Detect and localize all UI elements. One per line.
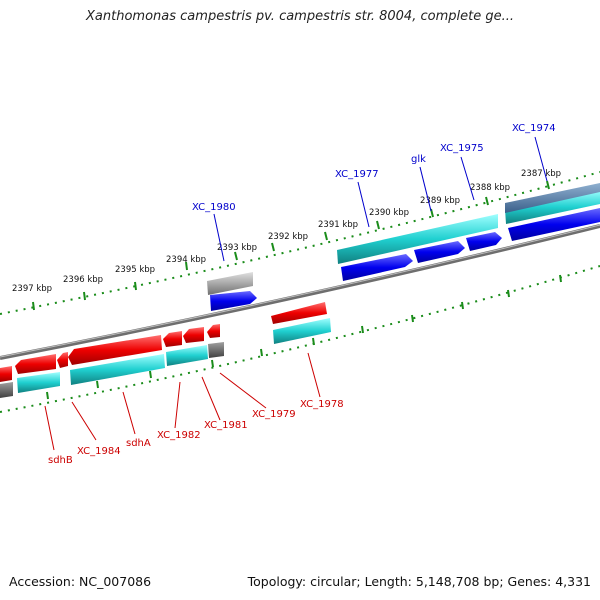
feature-bar-dark-2 — [0, 382, 13, 398]
feature-bar-dark-1 — [208, 342, 224, 358]
gene-label-xc1978: XC_1978 — [300, 399, 344, 410]
tick-label-2395: 2395 kbp — [115, 265, 155, 275]
genome-stats-text: Topology: circular; Length: 5,148,708 bp… — [247, 574, 591, 589]
gene-arrow-left[interactable] — [15, 354, 56, 374]
genome-backbone — [0, 224, 600, 360]
gene-arrow-sdhb[interactable] — [57, 352, 68, 368]
gene-label-glk: glk — [411, 154, 426, 165]
forward-feature-bars — [207, 183, 600, 295]
gene-arrow-edge[interactable] — [0, 366, 12, 382]
tick-label-2397: 2397 kbp — [12, 284, 52, 294]
gene-label-xc1982: XC_1982 — [157, 430, 201, 441]
feature-bar-reverse-2 — [166, 345, 208, 366]
gene-label-xc1974: XC_1974 — [512, 123, 556, 134]
feature-bar-reverse-4 — [17, 372, 60, 393]
feature-bar-reverse-1 — [273, 318, 331, 344]
gene-arrow-xc1978[interactable] — [271, 302, 327, 324]
gene-arrow-xc1981[interactable] — [207, 324, 220, 338]
gene-arrow-xc1982[interactable] — [183, 327, 204, 343]
tick-label-2387: 2387 kbp — [521, 169, 561, 179]
forward-gene-arrows — [210, 208, 600, 311]
tick-label-2392: 2392 kbp — [268, 232, 308, 242]
gene-label-xc1981: XC_1981 — [204, 420, 248, 431]
gene-label-xc1980: XC_1980 — [192, 202, 236, 213]
gene-label-sdhb: sdhB — [48, 455, 73, 466]
gene-arrow-xc1977[interactable] — [341, 254, 413, 281]
forward-gene-labels: XC_1974 XC_1975 glk XC_1977 XC_1980 — [192, 123, 556, 213]
gene-arrow-xc1984[interactable] — [68, 335, 162, 365]
tick-label-2393: 2393 kbp — [217, 243, 257, 253]
gene-label-sdha: sdhA — [126, 438, 151, 449]
tick-label-2388: 2388 kbp — [470, 183, 510, 193]
map-title: Xanthomonas campestris pv. campestris st… — [86, 9, 514, 24]
gene-label-xc1979: XC_1979 — [252, 409, 296, 420]
gene-arrow-xc1975[interactable] — [466, 232, 502, 251]
feature-bar-forward-1 — [337, 214, 498, 264]
feature-bar-reverse-3 — [70, 354, 165, 385]
forward-tick-track — [0, 171, 600, 315]
gene-label-xc1975: XC_1975 — [440, 143, 484, 154]
feature-bar-grey — [207, 272, 253, 295]
forward-leader-lines — [213, 136, 548, 262]
gene-arrow-sdha[interactable] — [163, 331, 182, 347]
gene-arrow-xc1974[interactable] — [508, 208, 600, 241]
major-ticks — [32, 180, 562, 400]
gene-label-xc1984: XC_1984 — [77, 446, 121, 457]
feature-bar-forward-2 — [505, 190, 600, 224]
tick-label-2396: 2396 kbp — [63, 275, 103, 285]
tick-label-2390: 2390 kbp — [369, 208, 409, 218]
tick-labels: 2387 kbp 2388 kbp 2389 kbp 2390 kbp 2391… — [12, 169, 561, 294]
gene-arrow-xc1980[interactable] — [210, 291, 257, 311]
accession-text: Accession: NC_007086 — [9, 574, 152, 589]
gene-label-xc1977: XC_1977 — [335, 169, 379, 180]
tick-label-2389: 2389 kbp — [420, 196, 460, 206]
reverse-feature-bars — [0, 318, 331, 398]
reverse-leader-lines — [44, 352, 321, 451]
reverse-gene-labels: sdhB XC_1984 sdhA XC_1982 XC_1981 XC_197… — [48, 399, 344, 466]
tick-label-2391: 2391 kbp — [318, 220, 358, 230]
feature-bar-steel — [505, 183, 600, 213]
gene-arrow-glk[interactable] — [414, 241, 465, 263]
reverse-gene-arrows — [0, 302, 327, 382]
tick-label-2394: 2394 kbp — [166, 255, 206, 265]
